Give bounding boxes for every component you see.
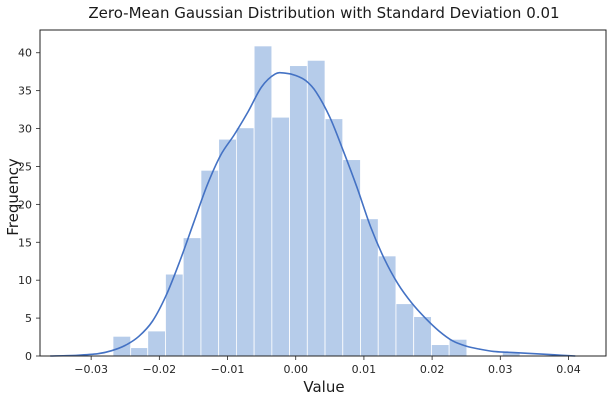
y-tick-label: 30	[18, 123, 32, 136]
x-tick-label: 0.01	[352, 363, 377, 376]
plot-frame	[39, 29, 607, 357]
y-tick-label: 15	[18, 236, 32, 249]
x-tick-label: 0.04	[556, 363, 581, 376]
histogram-bar	[448, 338, 468, 357]
histogram-bar	[306, 59, 326, 357]
chart-title: Zero-Mean Gaussian Distribution with Sta…	[88, 4, 559, 22]
histogram-bar	[130, 347, 149, 357]
y-tick-label: 10	[18, 274, 32, 287]
histogram-bar	[395, 303, 415, 357]
y-axis-ticks: 0 5 10 15 20 25 30 35 40	[18, 47, 40, 363]
y-tick-label: 20	[18, 198, 32, 211]
y-tick-label: 35	[18, 85, 32, 98]
histogram-bar	[377, 255, 397, 357]
x-tick-label: −0.03	[74, 363, 108, 376]
histogram-bar	[165, 273, 184, 357]
histogram-bar	[218, 138, 237, 357]
x-tick-label: 0.03	[488, 363, 513, 376]
y-tick-label: 0	[25, 350, 32, 363]
kde-curve	[50, 71, 576, 357]
x-tick-label: 0.02	[420, 363, 445, 376]
y-tick-label: 25	[18, 160, 32, 173]
x-axis-ticks: −0.03 −0.02 −0.01 0.00 0.01 0.02 0.03 0.04	[74, 356, 581, 376]
histogram-bar	[253, 45, 273, 357]
x-tick-label: 0.00	[283, 363, 308, 376]
histogram-bar	[200, 169, 220, 357]
x-axis-label: Value	[303, 378, 344, 396]
histogram-bar	[324, 118, 344, 357]
histogram-bar	[182, 237, 202, 357]
y-axis-label: Frequency	[4, 158, 22, 236]
histogram-bar	[235, 127, 255, 357]
histogram-bar	[147, 330, 166, 357]
y-tick-label: 40	[18, 47, 32, 60]
histogram-bars	[112, 45, 521, 357]
histogram-bar	[431, 344, 450, 357]
y-tick-label: 5	[25, 312, 32, 325]
x-tick-label: −0.01	[211, 363, 245, 376]
histogram-bar	[289, 65, 308, 357]
x-tick-label: −0.02	[142, 363, 176, 376]
histogram-bar	[271, 116, 290, 357]
